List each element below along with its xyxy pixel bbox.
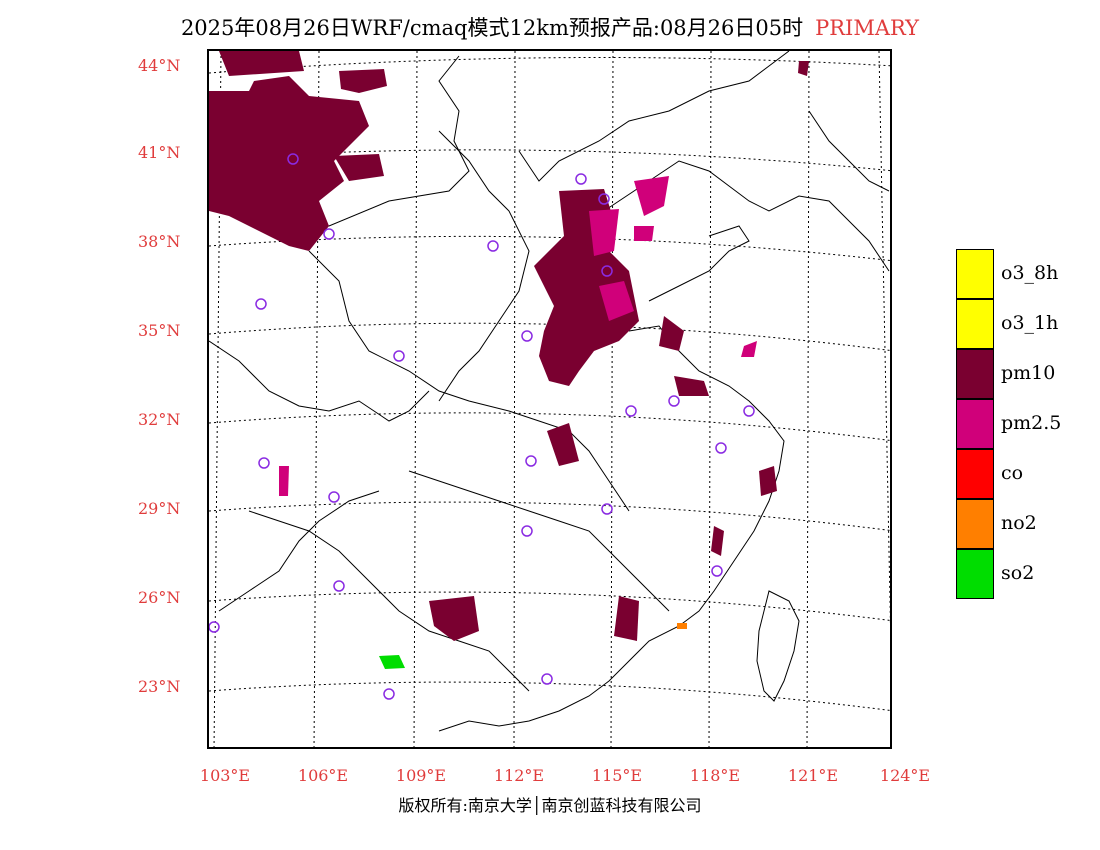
legend-item-no2: no2: [956, 499, 1086, 549]
lat-label-44n: 44°N: [138, 56, 181, 75]
title-tag: PRIMARY: [815, 16, 920, 40]
lon-label-112e: 112°E: [493, 766, 545, 785]
legend-swatch: [956, 249, 994, 299]
map-panel[interactable]: [207, 49, 892, 749]
legend-item-so2: so2: [956, 549, 1086, 599]
lat-label-41n: 41°N: [138, 143, 181, 162]
lon-label-121e: 121°E: [787, 766, 839, 785]
copyright-footer: 版权所有:南京大学│南京创蓝科技有限公司: [398, 796, 702, 815]
lon-label-103e: 103°E: [199, 766, 251, 785]
legend-swatch: [956, 399, 994, 449]
no2-patches: [677, 623, 687, 629]
legend-swatch: [956, 449, 994, 499]
legend-item-o3-1h: o3_1h: [956, 299, 1086, 349]
lon-label-109e: 109°E: [395, 766, 447, 785]
legend-label: o3_1h: [1001, 312, 1059, 334]
legend-label: no2: [1001, 512, 1037, 534]
lat-label-23n: 23°N: [138, 677, 181, 696]
lat-label-35n: 35°N: [138, 321, 181, 340]
legend-item-pm25: pm2.5: [956, 399, 1086, 449]
station-markers: [209, 153, 755, 700]
legend-label: co: [1001, 462, 1024, 484]
legend-label: pm2.5: [1001, 412, 1062, 434]
legend-item-co: co: [956, 449, 1086, 499]
legend-swatch: [956, 349, 994, 399]
boundaries: [209, 51, 890, 732]
legend-item-pm10: pm10: [956, 349, 1086, 399]
legend-swatch: [956, 549, 994, 599]
lat-label-32n: 32°N: [138, 410, 181, 429]
legend: o3_8h o3_1h pm10 pm2.5 co no2 so2: [956, 249, 1086, 599]
title-text: 2025年08月26日WRF/cmaq模式12km预报产品:08月26日05时: [180, 16, 804, 40]
map-canvas[interactable]: [209, 51, 892, 749]
lon-label-115e: 115°E: [591, 766, 643, 785]
legend-swatch: [956, 499, 994, 549]
lon-label-106e: 106°E: [297, 766, 349, 785]
legend-label: o3_8h: [1001, 262, 1059, 284]
lat-label-38n: 38°N: [138, 232, 181, 251]
legend-item-o3-8h: o3_8h: [956, 249, 1086, 299]
lon-label-124e: 124°E: [879, 766, 931, 785]
legend-label: pm10: [1001, 362, 1056, 384]
lat-label-26n: 26°N: [138, 588, 181, 607]
legend-label: so2: [1001, 562, 1035, 584]
legend-swatch: [956, 299, 994, 349]
pm25-patches: [279, 176, 757, 496]
lat-label-29n: 29°N: [138, 499, 181, 518]
map-title: 2025年08月26日WRF/cmaq模式12km预报产品:08月26日05时 P…: [0, 12, 1100, 42]
lon-label-118e: 118°E: [689, 766, 741, 785]
so2-patches: [379, 655, 405, 669]
pm10-patches: [209, 51, 809, 641]
